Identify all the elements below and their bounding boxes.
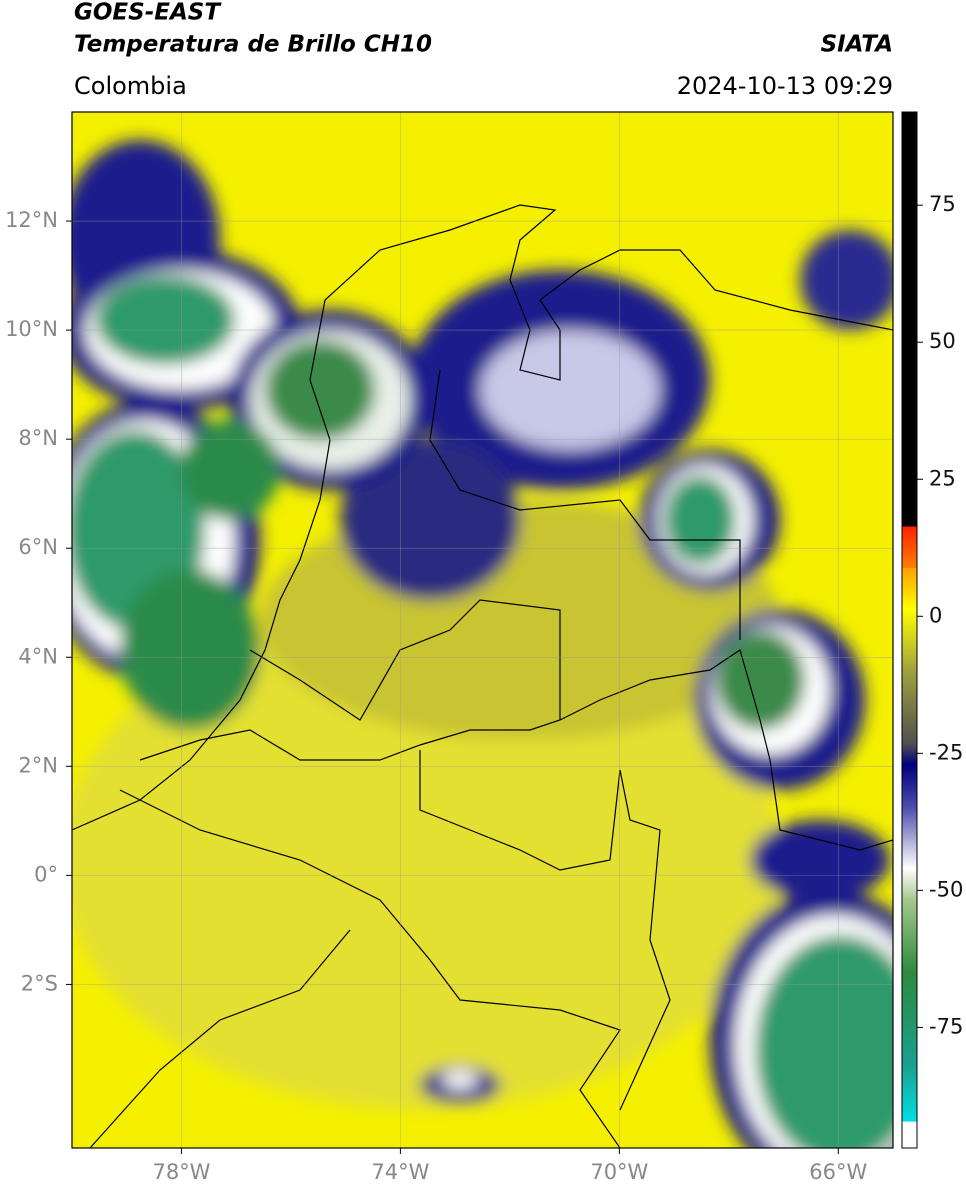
lat-tick-label: 4°N <box>18 644 58 668</box>
colorbar-tick-label: -75 <box>929 1014 963 1038</box>
border <box>89 929 351 1148</box>
source: SIATA <box>821 32 893 58</box>
colorbar-tick-label: 0 <box>929 603 942 627</box>
subtitle: Temperatura de Brillo CH10 <box>74 32 432 58</box>
region: Colombia <box>74 72 187 100</box>
border <box>429 369 741 640</box>
colorbar-tick-label: -25 <box>929 740 963 764</box>
datetime: 2024-10-13 09:29 <box>677 72 893 100</box>
satellite-image <box>72 112 893 1148</box>
map-frame <box>71 111 894 1149</box>
colorbar <box>901 111 918 1149</box>
border <box>119 789 621 1148</box>
colorbar-tick-label: 25 <box>929 466 956 490</box>
coastline <box>72 204 893 831</box>
lat-tick-label: 2°S <box>21 971 58 995</box>
lat-tick-label: 0° <box>34 862 58 886</box>
colorbar-tick-label: 75 <box>929 192 956 216</box>
colorbar-tick-label: -50 <box>929 877 963 901</box>
lat-tick-label: 2°N <box>18 753 58 777</box>
lat-tick-label: 6°N <box>18 535 58 559</box>
border <box>419 750 671 1111</box>
lat-tick-label: 12°N <box>5 208 58 232</box>
lat-tick-label: 8°N <box>18 426 58 450</box>
colorbar-tick-label: 50 <box>929 329 956 353</box>
lon-tick-label: 70°W <box>590 1160 648 1184</box>
lon-tick-label: 74°W <box>371 1160 429 1184</box>
border <box>139 649 893 851</box>
title: GOES-EAST <box>74 0 222 26</box>
lon-tick-label: 78°W <box>152 1160 210 1184</box>
lon-tick-label: 66°W <box>809 1160 867 1184</box>
border <box>249 599 561 721</box>
lat-tick-label: 10°N <box>5 317 58 341</box>
